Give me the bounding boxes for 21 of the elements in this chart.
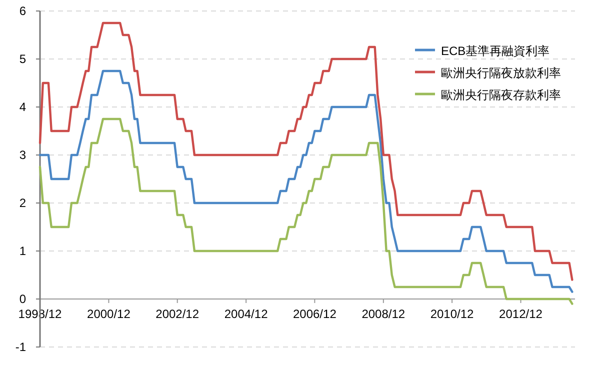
x-tick-label: 2012/12: [499, 307, 543, 321]
y-tick-label: 3: [19, 148, 26, 162]
x-tick-label: 2008/12: [362, 307, 406, 321]
y-tick-label: -1: [15, 340, 26, 354]
legend-label: 歐洲央行隔夜存款利率: [441, 88, 561, 102]
y-tick-label: 1: [19, 244, 26, 258]
line-series: [38, 118, 574, 305]
x-tick-label: 2010/12: [430, 307, 474, 321]
legend-label: 歐洲央行隔夜放款利率: [441, 66, 561, 80]
line-series: [38, 22, 574, 281]
x-tick-label: 2004/12: [224, 307, 268, 321]
y-tick-label: 6: [19, 4, 26, 18]
y-tick-label: 4: [19, 100, 26, 114]
y-tick-label: 2: [19, 196, 26, 210]
y-tick-label: 5: [19, 52, 26, 66]
x-tick-label: 1998/12: [18, 307, 62, 321]
legend-label: ECB基準再融資利率: [441, 44, 550, 58]
y-tick-label: 0: [19, 292, 26, 306]
x-tick-label: 2006/12: [292, 307, 337, 321]
x-tick-label: 2000/12: [87, 307, 131, 321]
x-tick-label: 2002/12: [156, 307, 200, 321]
